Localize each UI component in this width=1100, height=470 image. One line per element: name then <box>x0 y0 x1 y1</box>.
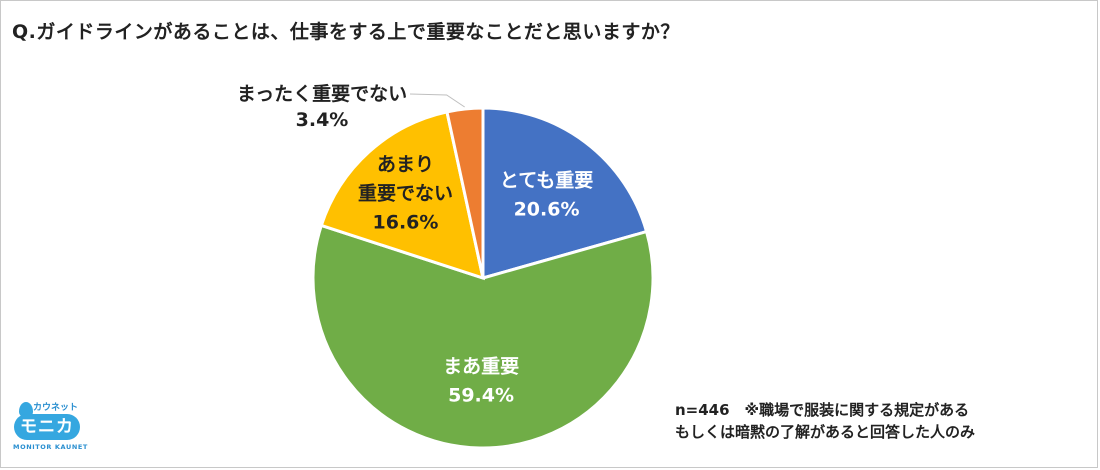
slice-name-2: まあ重要 <box>443 355 519 377</box>
slice-name-4: まったく重要でない <box>237 83 407 105</box>
sample-note-line-2: もしくは暗黙の了解があると回答した人のみ <box>675 423 976 441</box>
slice-label-4: まったく重要でない 3.4% <box>237 83 407 131</box>
slice-name-3: 重要でない <box>358 182 453 204</box>
logo-badge: モニカ <box>14 414 80 440</box>
logo-english: MONITOR KAUNET <box>13 443 88 451</box>
logo-kana: カウネット <box>33 403 79 413</box>
slice-label-1: とても重要 20.6% <box>500 169 593 220</box>
monica-logo: カウネット モニカ MONITOR KAUNET <box>10 396 92 460</box>
chart-title: Q.ガイドラインがあることは、仕事をする上で重要なことだと思いますか？ <box>12 21 680 43</box>
slice-value-3: 16.6% <box>373 211 439 233</box>
sample-note: n=446 ※職場で服装に関する規定がある もしくは暗黙の了解があると回答した人… <box>675 399 975 443</box>
leader-line-4 <box>409 93 465 108</box>
slice-value-2: 59.4% <box>448 384 514 406</box>
slice-label-2: まあ重要 59.4% <box>443 355 519 406</box>
slice-value-4: 3.4% <box>296 109 349 131</box>
slice-name-1: とても重要 <box>500 169 593 191</box>
pie-slice-2 <box>311 223 655 450</box>
slice-label-3: あまり重要でない 16.6% <box>358 153 453 233</box>
pie-slice-4 <box>445 106 485 279</box>
pie-slice-3 <box>319 110 486 281</box>
slice-name-3: あまり <box>377 153 434 175</box>
pie-slice-1 <box>481 106 649 280</box>
slice-value-1: 20.6% <box>514 198 580 220</box>
sample-note-line-1: n=446 ※職場で服装に関する規定がある <box>675 401 970 419</box>
